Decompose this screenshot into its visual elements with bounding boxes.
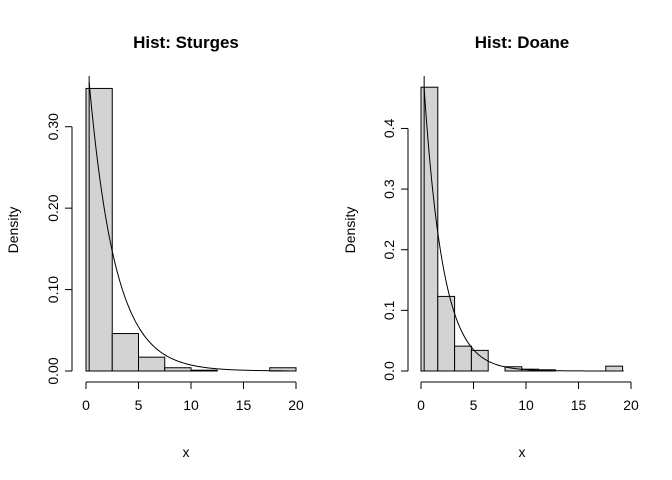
- x-tick-label: 10: [183, 397, 199, 413]
- x-tick-label: 20: [623, 397, 639, 413]
- histogram-bar: [470, 349, 489, 372]
- y-axis-label: Density: [5, 207, 21, 254]
- histogram-bar: [437, 295, 456, 372]
- histogram-bar: [111, 333, 139, 372]
- histogram-doane-panel: Hist: Doane x Density 0 5 10 15 20 0.0 0.1 0.2 0…: [342, 33, 639, 460]
- chart-title: Hist: Doane: [475, 33, 569, 52]
- y-axis-label: Density: [342, 207, 358, 254]
- y-tick-label: 0.30: [45, 113, 61, 140]
- histogram-bar: [164, 367, 192, 372]
- x-tick-label: 5: [470, 397, 478, 413]
- histogram-bar: [138, 356, 166, 372]
- chart-title: Hist: Sturges: [133, 33, 239, 52]
- x-tick-label: 15: [571, 397, 587, 413]
- x-tick-label: 15: [236, 397, 252, 413]
- density-curve: [423, 88, 624, 372]
- histogram-bar: [190, 369, 218, 372]
- y-tick-label: 0.1: [381, 300, 397, 320]
- histogram-sturges-panel: Hist: Sturges x Density 0 5 10 15 20 0.00 0.10…: [5, 33, 304, 460]
- x-tick-label: 0: [82, 397, 90, 413]
- x-axis-label: x: [183, 444, 190, 460]
- x-axis-label: x: [519, 444, 526, 460]
- y-tick-label: 0.4: [381, 119, 397, 139]
- density-curve: [88, 82, 289, 372]
- histogram-bar: [420, 86, 439, 372]
- x-tick-label: 20: [288, 397, 304, 413]
- y-tick-label: 0.3: [381, 179, 397, 199]
- histogram-bar: [605, 365, 624, 372]
- y-tick-label: 0.00: [45, 357, 61, 384]
- histogram-bar: [454, 345, 472, 372]
- y-tick-label: 0.2: [381, 240, 397, 260]
- x-tick-label: 0: [417, 397, 425, 413]
- y-tick-label: 0.10: [45, 276, 61, 303]
- x-tick-label: 5: [135, 397, 143, 413]
- y-tick-label: 0.0: [381, 361, 397, 381]
- y-tick-label: 0.20: [45, 194, 61, 221]
- x-tick-label: 10: [518, 397, 534, 413]
